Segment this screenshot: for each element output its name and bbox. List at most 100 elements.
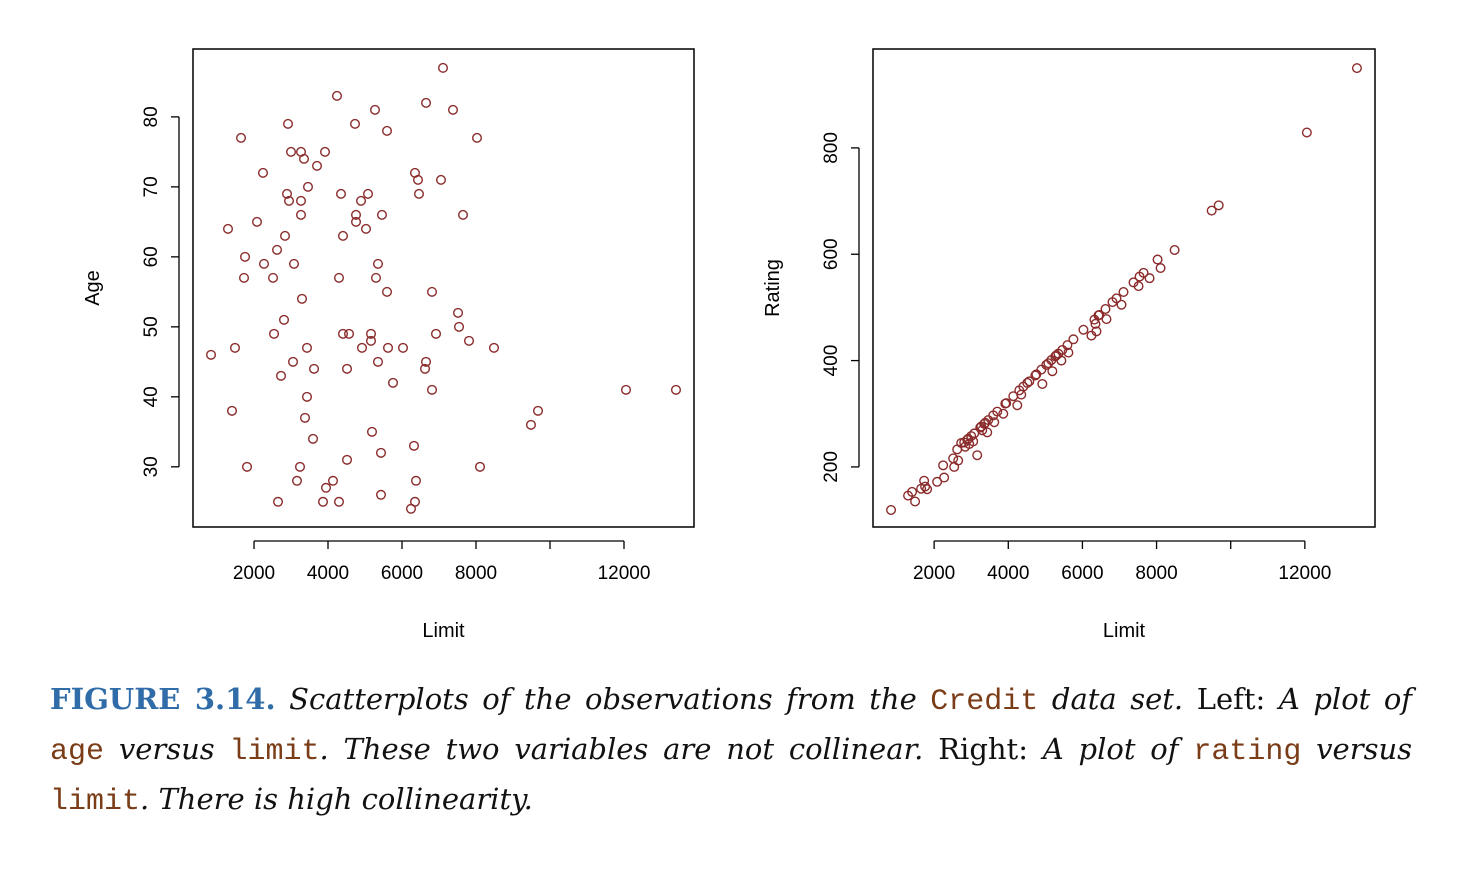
x-tick-label: 2000 — [913, 563, 955, 584]
x-tick-label: 6000 — [381, 563, 423, 584]
figure-number: FIGURE 3.14. — [50, 682, 276, 716]
data-point — [366, 328, 377, 339]
data-point — [356, 195, 367, 206]
data-point — [276, 370, 287, 381]
data-point — [922, 484, 933, 495]
data-point — [1351, 63, 1362, 74]
data-point — [998, 408, 1009, 419]
data-point — [1111, 293, 1122, 304]
data-point — [292, 475, 303, 486]
figure: 2000 4000 6000 8000 12000 30 40 50 60 70 80 Limit Ag… — [82, 48, 1376, 642]
data-point — [296, 293, 307, 304]
data-point — [982, 427, 993, 438]
data-point — [282, 188, 293, 199]
data-point — [1012, 400, 1023, 411]
data-point — [1169, 244, 1180, 255]
data-point — [938, 460, 949, 471]
data-point — [366, 335, 377, 346]
y-tick-label: 600 — [821, 238, 842, 270]
data-point — [1043, 358, 1054, 369]
data-point — [206, 349, 217, 360]
data-point — [376, 209, 387, 220]
data-point — [302, 181, 313, 192]
data-point — [342, 363, 353, 374]
data-point — [1024, 376, 1035, 387]
data-point — [1068, 334, 1079, 345]
data-point — [1206, 205, 1217, 216]
data-point — [342, 454, 353, 465]
caption-text: Left: — [1196, 682, 1266, 716]
data-point — [350, 118, 361, 129]
data-point — [333, 272, 344, 283]
data-point — [337, 230, 348, 241]
data-point — [1062, 340, 1073, 351]
code-limit: limit — [50, 785, 141, 819]
data-point — [242, 461, 253, 472]
caption-text: . There is high collinearity. — [140, 782, 533, 816]
code-limit: limit — [229, 735, 320, 769]
data-point — [252, 216, 263, 227]
data-point — [383, 342, 394, 353]
data-point — [236, 132, 247, 143]
x-tick-label: 2000 — [233, 563, 275, 584]
data-point — [458, 209, 469, 220]
data-point — [1030, 370, 1041, 381]
y-tick-label: 60 — [141, 246, 162, 267]
data-point — [1133, 281, 1144, 292]
data-point — [289, 258, 300, 269]
y-tick-label: 40 — [141, 386, 162, 407]
data-point — [308, 433, 319, 444]
x-tick-label: 12000 — [1278, 563, 1331, 584]
y-tick-label: 50 — [141, 316, 162, 337]
data-point — [337, 328, 348, 339]
data-point — [299, 412, 310, 423]
data-point — [1144, 273, 1155, 284]
data-point — [447, 104, 458, 115]
data-point — [279, 314, 290, 325]
data-point — [321, 482, 332, 493]
x-tick-label: 12000 — [598, 563, 651, 584]
data-point — [421, 356, 432, 367]
data-point — [370, 272, 381, 283]
data-point — [1078, 324, 1089, 335]
y-tick-label: 800 — [821, 132, 842, 164]
data-point — [229, 342, 240, 353]
data-point — [259, 258, 270, 269]
caption-text: versus — [1316, 732, 1413, 766]
data-point — [427, 286, 438, 297]
x-tick-label: 6000 — [1061, 563, 1103, 584]
data-point — [427, 384, 438, 395]
data-point — [286, 146, 297, 157]
data-point — [1091, 326, 1102, 337]
data-point — [382, 125, 393, 136]
caption-text: data set. — [1051, 682, 1184, 716]
data-point — [320, 146, 331, 157]
data-point — [1047, 366, 1058, 377]
data-point — [886, 504, 897, 515]
data-point — [420, 363, 431, 374]
data-point — [298, 153, 309, 164]
y-axis-title: Age — [82, 270, 104, 306]
x-axis-title: Limit — [422, 620, 465, 642]
data-point — [357, 342, 368, 353]
data-point — [474, 461, 485, 472]
caption-text: . These two variables are not collinear. — [319, 732, 924, 766]
data-point — [295, 195, 306, 206]
data-point — [273, 496, 284, 507]
data-point — [226, 405, 237, 416]
data-point — [1094, 309, 1105, 320]
x-tick-label: 8000 — [455, 563, 497, 584]
plot-frame — [192, 48, 695, 528]
data-point — [464, 335, 475, 346]
data-point — [910, 496, 921, 507]
y-tick-label: 30 — [141, 456, 162, 477]
code-age: age — [50, 735, 105, 769]
data-point — [412, 174, 423, 185]
x-tick-label: 4000 — [307, 563, 349, 584]
x-axis-title: Limit — [1103, 620, 1146, 642]
data-point — [454, 321, 465, 332]
data-point — [1037, 378, 1048, 389]
data-point — [335, 188, 346, 199]
data-point — [1301, 127, 1312, 138]
data-point — [331, 90, 342, 101]
